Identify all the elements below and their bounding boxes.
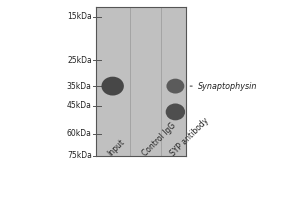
Text: 60kDa: 60kDa xyxy=(67,129,92,138)
Text: 35kDa: 35kDa xyxy=(67,82,92,91)
Text: Input: Input xyxy=(106,137,127,158)
Text: SYP antibody: SYP antibody xyxy=(169,116,211,158)
Ellipse shape xyxy=(166,103,185,120)
Text: 75kDa: 75kDa xyxy=(67,151,92,160)
Ellipse shape xyxy=(167,79,184,94)
Text: 45kDa: 45kDa xyxy=(67,101,92,110)
Text: 25kDa: 25kDa xyxy=(67,56,92,65)
Text: Synaptophysin: Synaptophysin xyxy=(190,82,257,91)
Text: Control IgG: Control IgG xyxy=(141,121,178,158)
Bar xyxy=(96,7,186,156)
Ellipse shape xyxy=(101,77,124,96)
Text: 15kDa: 15kDa xyxy=(67,12,92,21)
